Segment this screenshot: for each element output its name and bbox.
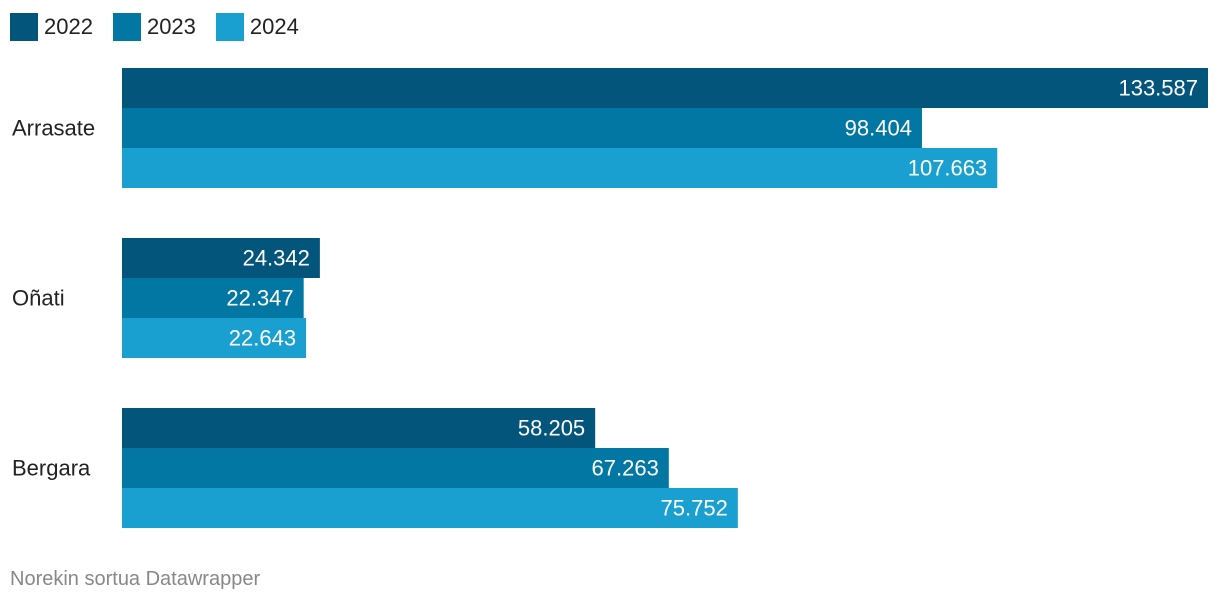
bar-o-ati-2023: [122, 278, 304, 318]
category-label-bergara: Bergara: [12, 456, 91, 481]
chart-legend: 2022 2023 2024: [10, 12, 319, 42]
category-label-arrasate: Arrasate: [12, 116, 95, 141]
data-label-o-ati-2022: 24.342: [243, 246, 310, 271]
bar-arrasate-2023: [122, 108, 922, 148]
bar-bergara-2023: [122, 448, 669, 488]
data-label-bergara-2022: 58.205: [518, 416, 585, 441]
data-label-o-ati-2023: 22.347: [226, 286, 293, 311]
legend-label-2024: 2024: [249, 14, 299, 39]
data-label-arrasate-2024: 107.663: [908, 156, 988, 181]
legend-item-2024: 2024: [215, 13, 299, 41]
bar-bergara-2024: [122, 488, 738, 528]
bar-arrasate-2024: [122, 148, 998, 188]
data-label-bergara-2023: 67.263: [592, 456, 659, 481]
footer-credit: Norekin sortua Datawrapper: [10, 568, 261, 590]
legend-label-2023: 2023: [146, 14, 196, 39]
data-label-bergara-2024: 75.752: [661, 496, 728, 521]
legend-item-2023: 2023: [112, 13, 196, 41]
data-label-arrasate-2022: 133.587: [1118, 76, 1198, 101]
bar-bergara-2022: [122, 408, 596, 448]
data-label-o-ati-2024: 22.643: [229, 326, 296, 351]
legend-label-2022: 2022: [44, 14, 93, 39]
legend-swatch-2022: [10, 13, 38, 41]
bar-chart: Arrasate 133.587 98.404 107.663 Oñati 24.342 2…: [12, 68, 1208, 528]
legend-swatch-2024: [215, 13, 244, 41]
category-label-o-ati: Oñati: [12, 286, 65, 311]
data-label-arrasate-2023: 98.404: [845, 116, 912, 141]
legend-swatch-2023: [112, 13, 141, 41]
bar-arrasate-2022: [122, 68, 1208, 108]
bar-o-ati-2022: [122, 238, 320, 278]
legend-item-2022: 2022: [10, 13, 93, 41]
bar-o-ati-2024: [122, 318, 307, 358]
